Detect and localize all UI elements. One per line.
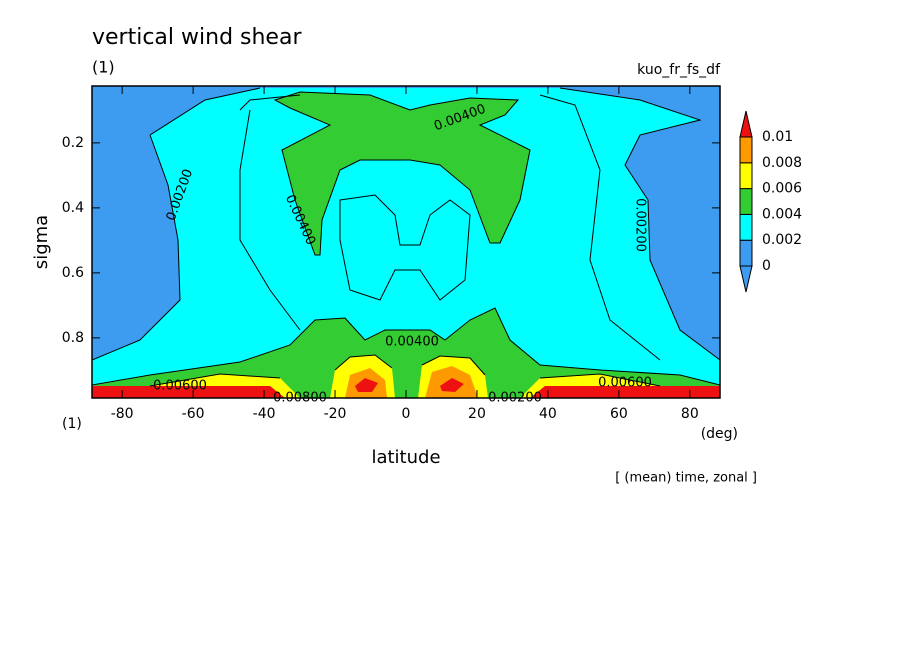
colorbar-segment: [739, 136, 753, 164]
colorbar-segment: [739, 162, 753, 190]
colorbar-label: 0.01: [762, 129, 793, 145]
y-tick-label: 0.8: [62, 330, 84, 346]
x-tick-label: 60: [610, 406, 628, 422]
colorbar: 0 0.002 0.004 0.006 0.008 0.01: [739, 110, 802, 293]
y-tick-label: 0.6: [62, 265, 84, 281]
contour-label: 0.00400: [385, 335, 439, 350]
colorbar-label: 0.006: [762, 181, 802, 197]
y-unit: (1): [62, 416, 82, 432]
chart-title: vertical wind shear: [92, 25, 302, 50]
x-axis-label: latitude: [371, 447, 440, 468]
x-tick-label: -80: [111, 406, 134, 422]
contour-plot: [92, 86, 720, 398]
contour-fill: [92, 378, 720, 398]
x-tick-label: 0: [402, 406, 411, 422]
contour-label: 0.00800: [273, 391, 327, 406]
subtitle: (1): [92, 58, 115, 77]
x-tick-label: -60: [182, 406, 205, 422]
contour-label: 0.00200: [488, 391, 542, 406]
x-tick-label: 40: [539, 406, 557, 422]
colorbar-segment: [739, 188, 753, 215]
run-label: kuo_fr_fs_df: [637, 62, 721, 78]
contour-label: 0.00600: [598, 376, 652, 391]
contour-fill: [150, 355, 660, 398]
contour-fill: [92, 88, 720, 398]
contour-label: 0.00200: [633, 198, 648, 252]
x-tick-label: -20: [324, 406, 347, 422]
colorbar-label: 0.002: [762, 232, 802, 248]
y-axis-label: sigma: [31, 215, 52, 269]
colorbar-label: 0.004: [762, 206, 802, 222]
colorbar-segment: [739, 213, 753, 241]
colorbar-label: 0: [762, 258, 771, 274]
x-tick-label: -40: [253, 406, 276, 422]
contour-label: 0.00600: [153, 379, 207, 394]
colorbar-extend: [739, 265, 753, 293]
colorbar-extend: [739, 110, 753, 138]
x-unit: (deg): [701, 426, 738, 442]
colorbar-label: 0.008: [762, 155, 802, 171]
x-tick-label: 80: [681, 406, 699, 422]
y-tick-label: 0.2: [62, 135, 84, 151]
x-tick-label: 20: [468, 406, 486, 422]
y-tick-label: 0.4: [62, 200, 84, 216]
colorbar-segment: [739, 239, 753, 267]
note: [ (mean) time, zonal ]: [615, 471, 757, 486]
contour-fill: [275, 92, 530, 255]
